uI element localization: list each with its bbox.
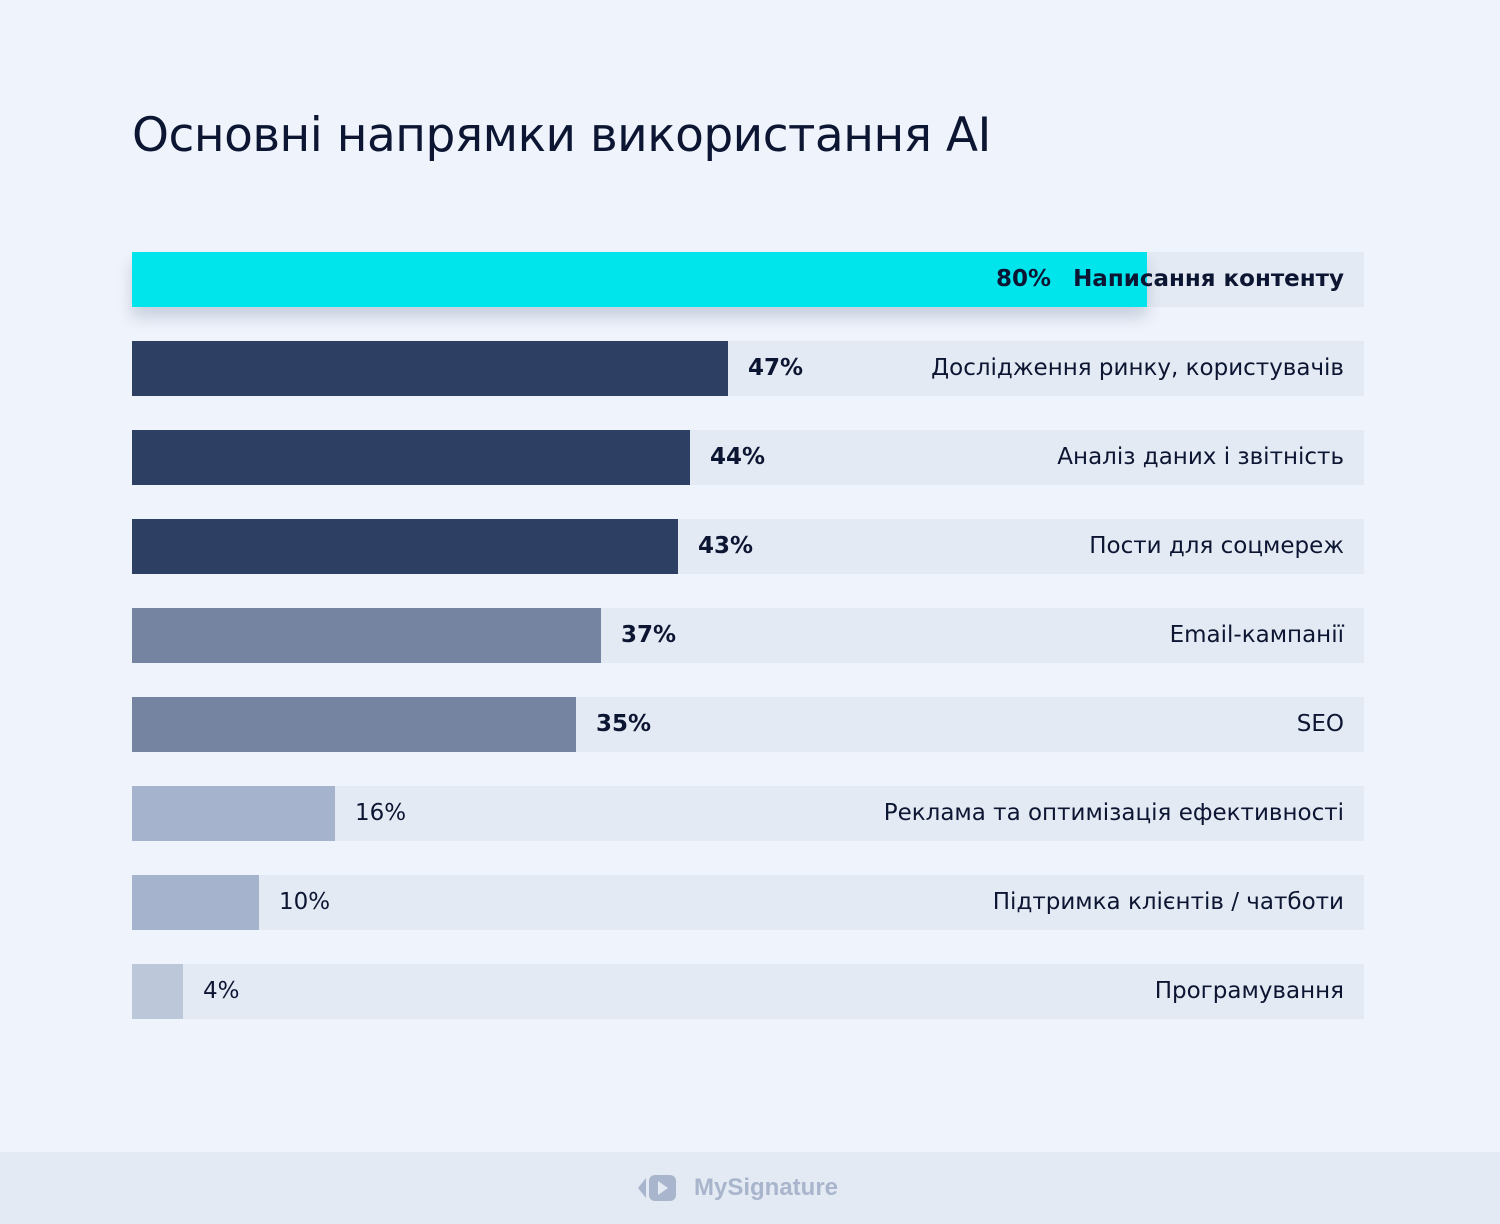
bar-row: 10% Підтримка клієнтів / чатботи [132, 875, 1364, 930]
category-label: Написання контенту [1073, 266, 1344, 292]
category-label: Реклама та оптимізація ефективності [883, 800, 1344, 826]
value-label: 10% [279, 889, 331, 915]
bar-row: 37% Email-кампанії [132, 608, 1364, 663]
brand-name: MySignature [694, 1174, 839, 1201]
bar [132, 341, 728, 396]
bar-row: 4% Програмування [132, 964, 1364, 1019]
category-label: Дослідження ринку, користувачів [931, 355, 1344, 381]
bar-row: 16% Реклама та оптимізація ефективності [132, 786, 1364, 841]
value-label: 35% [596, 711, 652, 737]
bar [132, 697, 576, 752]
category-label: Аналіз даних і звітність [1057, 444, 1344, 470]
category-label: Підтримка клієнтів / чатботи [992, 889, 1344, 915]
bar [132, 608, 601, 663]
bar [132, 875, 259, 930]
value-label: 16% [355, 800, 407, 826]
bar [132, 964, 183, 1019]
bar-row: 47% Дослідження ринку, користувачів [132, 341, 1364, 396]
value-label: 80% [996, 266, 1052, 292]
bar [132, 519, 678, 574]
bar-row: 43% Пости для соцмереж [132, 519, 1364, 574]
bar-row: 80% Написання контенту [132, 252, 1364, 307]
category-label: SEO [1296, 711, 1344, 737]
category-label: Пости для соцмереж [1089, 533, 1344, 559]
value-label: 4% [203, 978, 240, 1004]
brand[interactable]: MySignature [636, 1170, 838, 1206]
bar [132, 252, 1147, 307]
bar [132, 430, 690, 485]
value-label: 47% [748, 355, 804, 381]
category-label: Програмування [1154, 978, 1344, 1004]
value-label: 37% [621, 622, 677, 648]
value-label: 44% [710, 444, 766, 470]
bar-chart: 80% Написання контенту 47% Дослідження ринк… [132, 252, 1364, 1053]
category-label: Email-кампанії [1169, 622, 1344, 648]
mysignature-logo-icon [638, 1175, 676, 1201]
bar-row: 44% Аналіз даних і звітність [132, 430, 1364, 485]
bar-row: 35% SEO [132, 697, 1364, 752]
chart-title: Основні напрямки використання AI [132, 108, 991, 163]
footer: MySignature [0, 1152, 1500, 1224]
value-label: 43% [698, 533, 754, 559]
bar [132, 786, 335, 841]
